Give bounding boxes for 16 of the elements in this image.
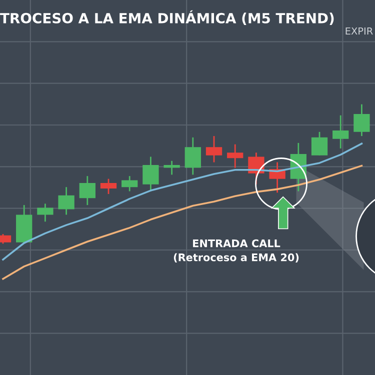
candlestick: [206, 136, 222, 162]
candlestick: [37, 204, 54, 222]
candlestick: [79, 176, 96, 206]
candlestick: [311, 132, 328, 156]
candlestick: [164, 160, 180, 175]
candlestick: [122, 176, 138, 192]
candlestick: [227, 144, 244, 168]
candlestick: [58, 187, 74, 215]
chart-subtitle: EXPIR: [346, 27, 373, 35]
candlestick: [142, 156, 159, 192]
annotation: ENTRADA CALL (Retroceso a EMA 20): [174, 239, 299, 263]
candlestick: [354, 104, 370, 136]
candlestick: [184, 137, 201, 175]
candlestick: [100, 178, 117, 194]
candlestick: [332, 115, 349, 148]
chart-title: TROCESO A LA EMA DINÁMICA (M5 TREND): [0, 10, 334, 26]
